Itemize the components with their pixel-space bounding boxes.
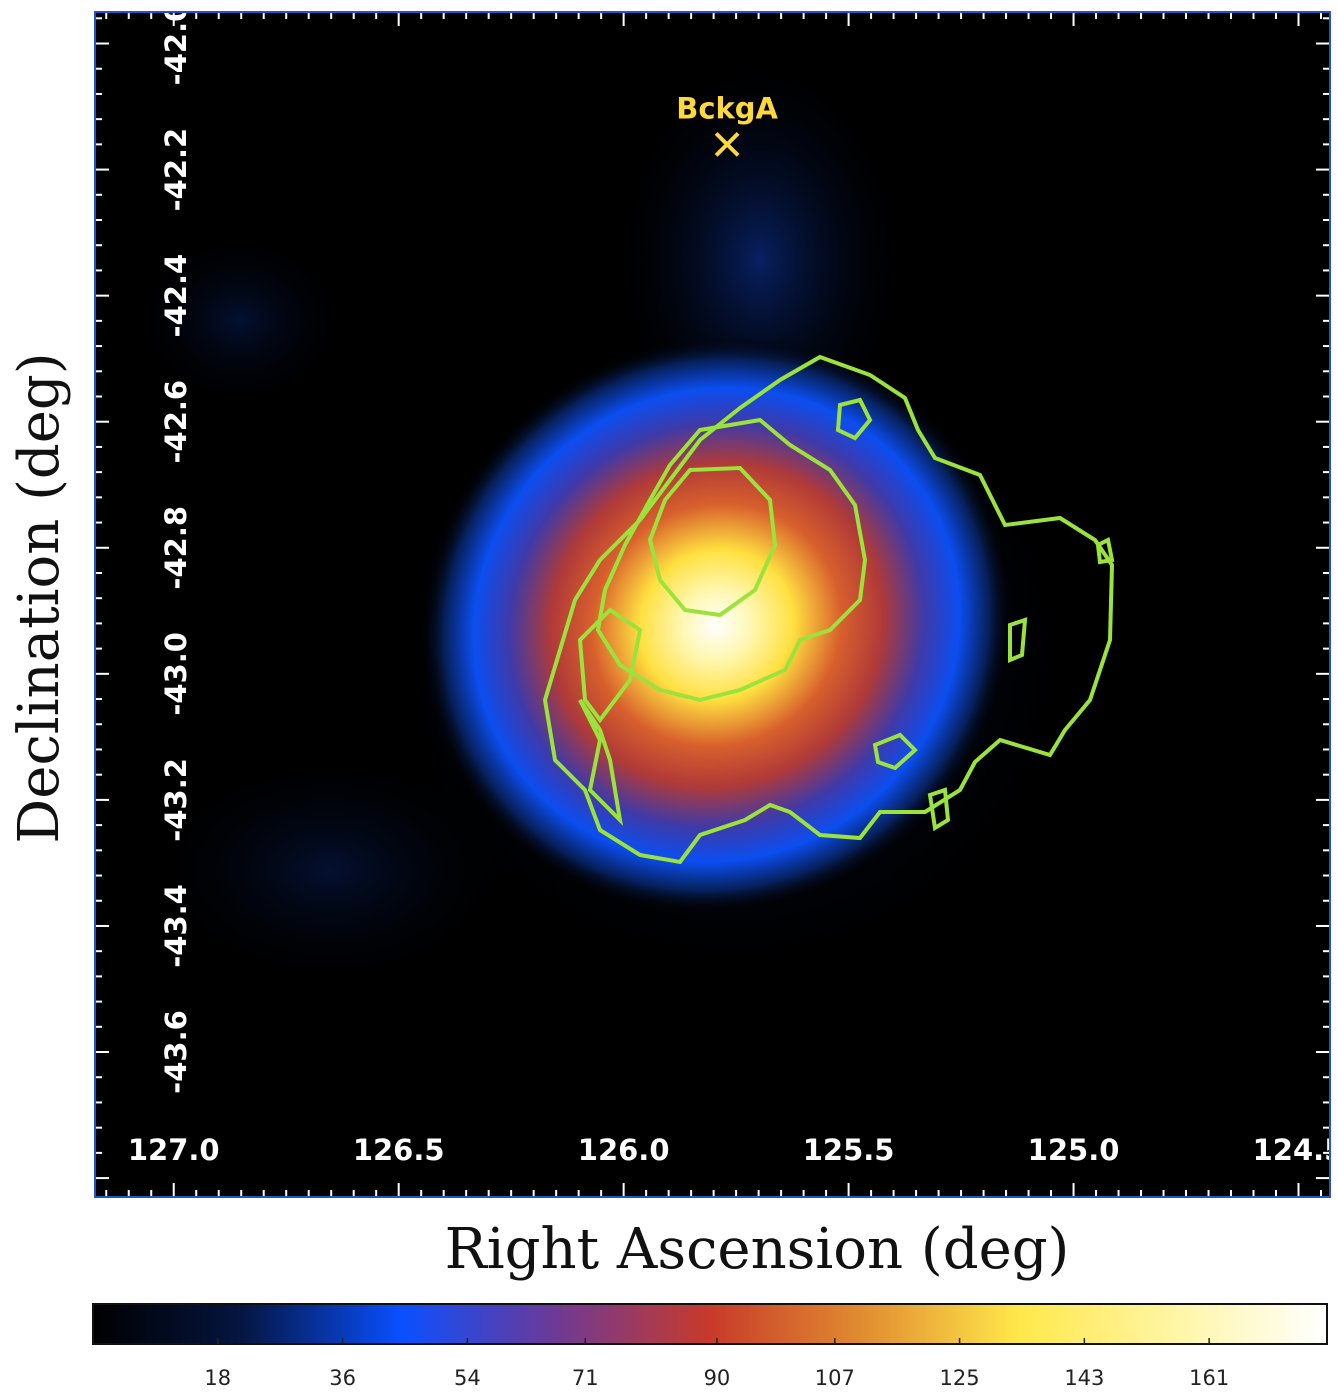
y-tick-label-2: -42.4 [159,254,193,338]
contour-inner [647,465,778,618]
x-tick-label-2: 126.0 [578,1133,670,1167]
y-tick-label-7: -43.4 [159,884,193,968]
y-tick-label-6: -43.2 [159,758,193,842]
y-tick-label-4: -42.8 [159,506,193,590]
contour-e-knot [1008,617,1028,663]
colorbar-tick-label-4: 90 [704,1366,731,1390]
colorbar-tick-label-7: 143 [1064,1366,1104,1390]
y-tick-label-3: -42.6 [159,380,193,464]
y-tick-label-1: -42.2 [159,128,193,212]
emission-core [420,336,1013,914]
contours [542,354,1115,865]
contour-nw-knot [835,397,873,441]
marker-0-symbol [714,131,740,157]
contour-middle [595,417,868,703]
y-tick-label-5: -43.0 [159,632,193,716]
contour-s-knot [927,787,951,832]
tick-marks [95,12,1330,1197]
colorbar-tick-label-8: 161 [1189,1366,1229,1390]
markers: BckgA [676,91,779,157]
y-tick-label-8: -43.6 [159,1010,193,1094]
x-tick-label-0: 127.0 [128,1133,220,1167]
colorbar-tick-label-3: 71 [572,1366,599,1390]
y-axis-title: Declination (deg) [7,352,72,843]
colorbar-tick-label-6: 125 [940,1366,980,1390]
marker-0-label: BckgA [676,91,778,125]
colorbar-tick-label-0: 18 [204,1366,231,1390]
haze-west [130,230,350,410]
contour-west [577,607,643,724]
x-axis-title: Right Ascension (deg) [445,1217,1070,1282]
tev-emission [371,310,1092,991]
x-tick-label-4: 125.0 [1028,1133,1120,1167]
colorbar-tick-label-2: 54 [454,1366,481,1390]
colorbar: 18 36 54 71 90 107 125 143 161 [92,1303,1328,1390]
colorbar-ramp [92,1303,1328,1345]
x-tick-labels: 127.0 126.5 126.0 125.5 125.0 124.5 [128,1133,1337,1167]
map-frame [94,11,1331,1198]
y-tick-label-0: -42.0 [159,2,193,86]
x-tick-label-5: 124.5 [1253,1133,1337,1167]
contour-outer [542,354,1115,865]
colorbar-tick-label-5: 107 [815,1366,855,1390]
y-tick-labels: -42.0 -42.2 -42.4 -42.6 -42.8 -43.0 -43.2 -43.4… [159,2,193,1094]
contour-ne-knot [1095,537,1115,565]
colorbar-tick-label-1: 36 [329,1366,356,1390]
contour-south [578,698,623,826]
x-tick-label-3: 125.5 [803,1133,895,1167]
x-tick-label-1: 126.5 [353,1133,445,1167]
colorbar-ticks: 18 36 54 71 90 107 125 143 161 [204,1338,1229,1390]
contour-se-knot [872,732,918,771]
sky-map: BckgA -42.0 -42.2 -42.4 -42.6 -42.8 -43.0 -43.… [95,2,1337,1197]
